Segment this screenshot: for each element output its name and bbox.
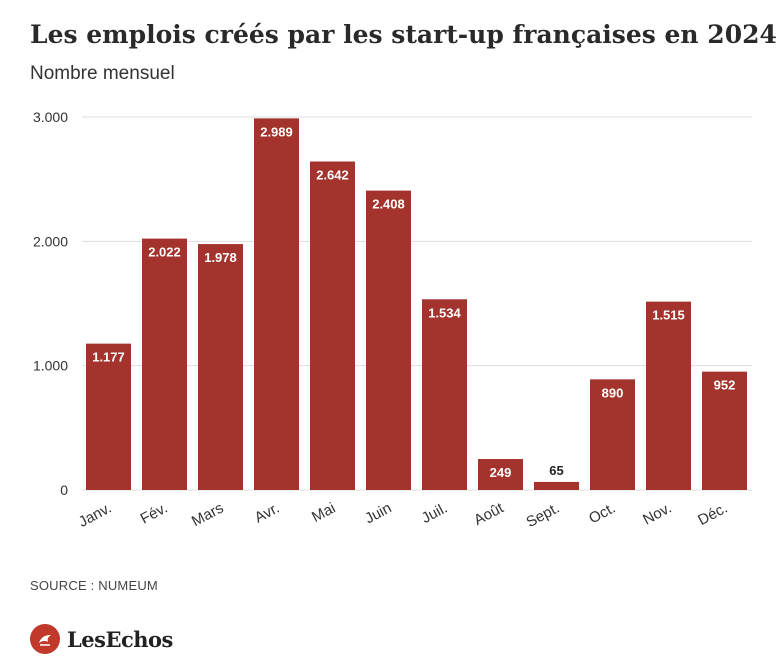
bar [198, 244, 243, 490]
source-note: SOURCE : NUMEUM [30, 578, 158, 593]
chart-subtitle: Nombre mensuel [30, 63, 175, 84]
bar [646, 301, 691, 490]
bar-value-label: 1.177 [92, 350, 125, 365]
bar [702, 371, 747, 490]
y-tick-label: 3.000 [33, 109, 68, 125]
bar [254, 118, 299, 490]
chart-title: Les emplois créés par les start-up franç… [30, 20, 777, 49]
x-tick-label: Nov. [640, 500, 674, 529]
bar-value-label: 65 [549, 463, 563, 478]
bar [142, 238, 187, 490]
x-tick-label: Janv. [76, 500, 115, 531]
bar-value-label: 890 [602, 385, 624, 400]
x-tick-label: Juil. [419, 500, 451, 528]
bar-value-label: 2.989 [260, 124, 293, 139]
x-tick-label: Fév. [138, 500, 171, 528]
bar-value-label: 2.642 [316, 168, 349, 183]
bar-value-label: 2.408 [372, 197, 405, 212]
x-tick-label: Avr. [252, 500, 283, 527]
x-tick-label: Déc. [695, 500, 730, 529]
bar [366, 190, 411, 490]
bar-value-label: 249 [490, 465, 512, 480]
y-tick-label: 1.000 [33, 358, 68, 374]
brand-name: LesEchos [67, 626, 173, 652]
bar-value-label: 1.534 [428, 305, 461, 320]
x-tick-label: Juin [362, 500, 394, 528]
brand-logo: LesEchos [30, 624, 173, 654]
bar [310, 161, 355, 490]
bar-value-label: 952 [714, 378, 736, 393]
y-tick-label: 2.000 [33, 233, 68, 249]
bar [422, 299, 467, 490]
y-tick-label: 0 [60, 482, 68, 498]
bar-value-label: 1.515 [652, 308, 685, 323]
bar-chart: 0 1.000 2.000 3.000 1.177 Janv. 2.022 Fév. 1.978… [33, 109, 752, 531]
x-tick-label: Oct. [586, 500, 618, 528]
bar-value-label: 1.978 [204, 250, 237, 265]
x-tick-label: Août [471, 499, 507, 529]
bar-value-label: 2.022 [148, 245, 181, 260]
bar [86, 343, 131, 490]
brand-emblem-icon [30, 624, 60, 654]
bar [590, 379, 635, 490]
x-tick-label: Mars [189, 500, 226, 531]
bar [478, 459, 523, 490]
x-tick-label: Sept. [523, 500, 562, 531]
bar [534, 481, 579, 490]
x-tick-label: Mai [309, 500, 338, 526]
